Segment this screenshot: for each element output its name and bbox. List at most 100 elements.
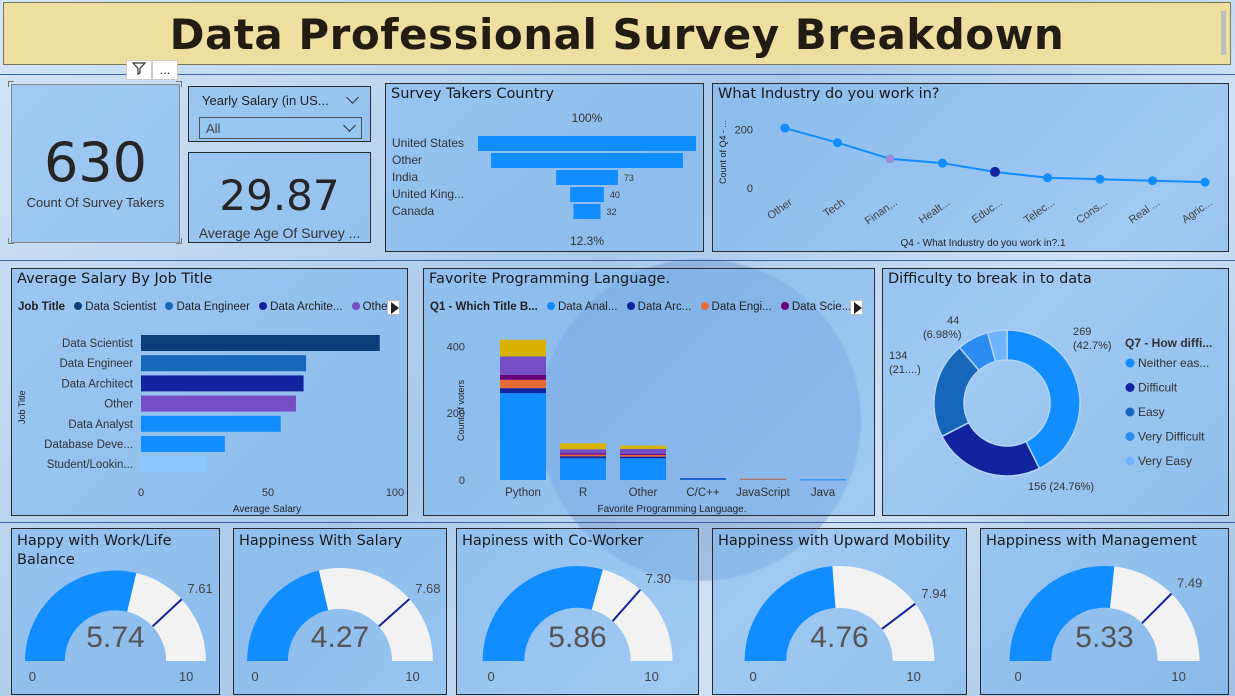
x-tick-label: Python <box>505 487 541 499</box>
legend-item[interactable]: Data Anal... <box>557 301 618 313</box>
language-bar-card[interactable]: Favorite Programming Language. Q1 - Whic… <box>423 268 875 516</box>
card-title: Happiness With Salary <box>239 533 403 549</box>
data-label: 269 <box>1073 326 1091 338</box>
gauge-min-label: 0 <box>749 669 756 684</box>
legend-item[interactable]: Data Engineer <box>176 301 250 313</box>
industry-point <box>1200 177 1210 187</box>
language-bar-segment <box>500 374 546 380</box>
gauge-target-marker <box>611 589 642 622</box>
kpi-card-age[interactable]: 29.87 Average Age Of Survey ... <box>188 152 371 243</box>
language-bar-segment <box>560 453 606 455</box>
funnel-data-label: 40 <box>610 190 620 200</box>
country-funnel-card[interactable]: Survey Takers Country 100% 12.3% United … <box>385 83 704 252</box>
x-axis-label: Average Salary <box>233 504 301 515</box>
language-bar-segment <box>500 356 546 375</box>
gauge-target-label: 7.49 <box>1177 575 1202 590</box>
legend-dot <box>351 302 360 310</box>
y-tick-label: Data Engineer <box>59 358 133 370</box>
gauge-card[interactable]: Happiness with Upward Mobility 7.94 4.76 0 1… <box>712 528 967 695</box>
legend-item[interactable]: Data Engi... <box>711 301 772 313</box>
gauge-value: 5.86 <box>548 621 606 654</box>
gauge-target-label: 7.68 <box>415 581 440 596</box>
gauge-card[interactable]: Happy with Work/Life Balance 7.61 5.74 0 10 <box>11 528 220 695</box>
industry-line-card[interactable]: What Industry do you work in? Count of Q… <box>712 83 1229 252</box>
page-title: Data Professional Survey Breakdown <box>169 10 1065 59</box>
x-tick-label: Healt... <box>917 197 952 227</box>
gauge-chart: 7.30 5.86 0 10 <box>482 566 673 684</box>
legend: Q1 - Which Title B... Data Anal... Data … <box>430 301 851 313</box>
legend-item[interactable]: Other <box>362 301 392 313</box>
data-label: (21....) <box>889 364 921 376</box>
salary-bar <box>141 415 281 432</box>
gauge-value: 4.27 <box>311 621 369 654</box>
selection-handle[interactable] <box>8 81 14 87</box>
y-tick-label: 0 <box>459 475 465 487</box>
kpi-card-count[interactable]: 630 Count Of Survey Takers <box>11 84 180 243</box>
gauge-min-label: 0 <box>251 669 258 684</box>
gauge-fill <box>744 566 836 661</box>
legend-item[interactable]: Data Arc... <box>637 301 692 313</box>
x-tick-label: Finan... <box>863 197 900 228</box>
x-tick-label: JavaScript <box>736 487 790 499</box>
slicer-dropdown[interactable]: All <box>199 117 362 139</box>
filter-icon[interactable] <box>126 60 152 80</box>
y-axis-label: Count of Q4 - ... <box>718 120 728 184</box>
legend-title: Job Title <box>18 301 66 313</box>
salary-bar-card[interactable]: Average Salary By Job Title Job Title Da… <box>11 268 408 516</box>
gauge-max-label: 10 <box>1171 669 1185 684</box>
gauge-card[interactable]: Happiness With Salary 7.68 4.27 0 10 <box>233 528 447 695</box>
language-bar-segment <box>740 478 786 480</box>
gauge-max-label: 10 <box>644 669 658 684</box>
salary-bar <box>141 395 296 412</box>
language-bar-segment <box>620 458 666 480</box>
y-axis-label: Job Title <box>17 390 27 424</box>
visual-header-toolbar: ... <box>126 60 178 80</box>
industry-line-chart: Count of Q4 - ... Q4 - What Industry do … <box>718 120 1215 249</box>
selection-handle[interactable] <box>8 238 14 244</box>
gauge-min-label: 0 <box>1014 669 1021 684</box>
legend-dot <box>546 302 555 310</box>
language-bar-segment <box>680 478 726 480</box>
selection-handle[interactable] <box>176 81 182 87</box>
gauge-target-marker <box>1141 592 1173 624</box>
gauge-target-label: 7.94 <box>921 586 946 601</box>
salary-slicer[interactable]: Yearly Salary (in US... All <box>188 86 371 142</box>
legend-item[interactable]: Data Archite... <box>270 301 343 313</box>
legend-item[interactable]: Data Scientist <box>85 301 157 313</box>
x-tick-label: R <box>579 487 587 499</box>
gauge-card[interactable]: Happiness with Management 7.49 5.33 0 10 <box>980 528 1229 695</box>
y-tick-label: Data Architect <box>61 378 133 390</box>
language-bar-segment <box>560 456 606 459</box>
gauge-min-label: 0 <box>29 669 36 684</box>
salary-bar <box>141 355 307 372</box>
difficulty-donut-card[interactable]: Difficulty to break in to data 269 (42.7… <box>882 268 1229 516</box>
scrollbar[interactable] <box>1221 11 1226 55</box>
legend-dot <box>1125 456 1135 466</box>
gauge-card[interactable]: Hapiness with Co-Worker 7.30 5.86 0 10 <box>456 528 699 695</box>
funnel-category-label: United King... <box>392 187 464 201</box>
y-axis-label: Count of voters <box>456 379 466 441</box>
y-tick-label: Data Analyst <box>68 419 133 431</box>
salary-bar <box>141 375 304 392</box>
gauge-target-marker <box>881 602 916 630</box>
legend-item[interactable]: Data Scie... <box>791 301 852 313</box>
gauge-target-marker <box>378 598 411 628</box>
gauge-fill <box>482 566 603 661</box>
language-bar-segment <box>620 448 666 454</box>
legend-dot <box>1125 407 1135 417</box>
data-label: 156 (24.76%) <box>1028 481 1094 493</box>
legend-dot <box>780 302 789 310</box>
card-title: Favorite Programming Language. <box>429 271 671 287</box>
funnel-category-label: United States <box>392 136 464 150</box>
title-banner: Data Professional Survey Breakdown <box>3 2 1231 65</box>
chevron-down-icon[interactable] <box>346 91 359 104</box>
y-tick-label: Student/Lookin... <box>47 459 133 471</box>
gauge-chart: 7.61 5.74 0 10 <box>25 570 213 684</box>
funnel-bar <box>556 170 618 185</box>
legend-next-arrow[interactable] <box>850 300 863 315</box>
card-title: What Industry do you work in? <box>718 86 940 102</box>
more-options-icon[interactable]: ... <box>152 60 178 80</box>
salary-bar <box>141 436 225 452</box>
selection-handle[interactable] <box>176 238 182 244</box>
legend-next-arrow[interactable] <box>387 300 400 315</box>
